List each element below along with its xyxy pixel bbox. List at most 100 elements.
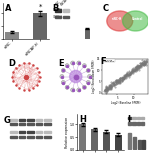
Bar [10, 123, 16, 125]
Point [140, 64, 143, 67]
Point [126, 74, 128, 76]
Point [103, 89, 106, 92]
Point [130, 71, 132, 74]
Text: E: E [58, 59, 63, 68]
Point [111, 85, 114, 87]
Point [106, 90, 108, 93]
Text: D: D [8, 59, 15, 68]
Point [115, 81, 117, 83]
Point [109, 86, 112, 88]
Point [106, 87, 109, 90]
Point [121, 79, 123, 82]
Point [128, 76, 130, 78]
Point [113, 80, 116, 82]
Point [111, 82, 114, 85]
Point [105, 88, 108, 90]
Point [142, 62, 145, 64]
Point [142, 63, 145, 66]
Point [117, 80, 120, 82]
Point [110, 86, 112, 89]
Bar [36, 131, 42, 133]
Point [125, 74, 127, 76]
Point [135, 66, 137, 68]
Bar [44, 136, 51, 138]
Point [109, 84, 111, 87]
Point [111, 83, 113, 86]
Bar [10, 136, 16, 138]
Point [121, 76, 124, 79]
Point [123, 75, 126, 78]
Point [119, 78, 122, 81]
Point [145, 60, 148, 62]
Point [135, 66, 137, 68]
Point [11, 75, 14, 78]
Point [27, 62, 30, 64]
Point [114, 86, 116, 88]
Point [36, 84, 38, 87]
Point [32, 63, 34, 66]
Point [119, 76, 121, 79]
Circle shape [82, 85, 86, 89]
Point [12, 71, 14, 73]
Point [131, 69, 133, 72]
Point [135, 69, 137, 72]
Point [143, 61, 145, 63]
Circle shape [86, 68, 90, 73]
Bar [132, 122, 136, 125]
Point [126, 73, 128, 76]
Point [114, 83, 116, 85]
Bar [33, 13, 47, 39]
Point [121, 79, 123, 82]
Point [142, 61, 144, 64]
Point [14, 66, 17, 69]
Point [127, 73, 129, 76]
Point [25, 75, 27, 78]
Circle shape [70, 70, 82, 83]
Bar [19, 123, 25, 125]
Point [123, 77, 126, 79]
Point [132, 70, 134, 73]
Point [122, 78, 125, 80]
Point [112, 82, 114, 85]
Point [126, 74, 129, 76]
Point [131, 68, 133, 71]
Point [129, 73, 131, 75]
Point [122, 77, 124, 79]
Point [143, 60, 146, 62]
Point [117, 81, 120, 83]
Point [104, 91, 107, 94]
Point [110, 85, 113, 87]
Point [118, 81, 121, 83]
Point [118, 79, 120, 82]
Point [126, 73, 129, 76]
Point [137, 67, 140, 69]
Point [108, 84, 110, 86]
Circle shape [86, 80, 90, 85]
Point [123, 74, 126, 76]
Point [139, 64, 141, 67]
Point [116, 80, 119, 82]
Point [113, 83, 115, 86]
Point [137, 66, 139, 68]
Point [109, 86, 111, 88]
Point [107, 87, 110, 90]
Point [124, 74, 127, 76]
Bar [138, 140, 141, 149]
Bar [27, 123, 34, 125]
Text: A: A [5, 4, 12, 13]
Bar [128, 133, 131, 149]
Point [126, 73, 128, 75]
Text: siNC: siNC [55, 0, 62, 7]
Point [122, 77, 125, 80]
Point [14, 84, 17, 87]
Point [144, 61, 146, 64]
Point [38, 71, 40, 73]
Point [134, 69, 136, 71]
Bar [132, 117, 136, 119]
Point [12, 80, 14, 82]
Point [130, 70, 133, 72]
Point [138, 66, 141, 68]
Point [107, 88, 109, 91]
Point [117, 79, 119, 81]
Point [104, 89, 106, 91]
